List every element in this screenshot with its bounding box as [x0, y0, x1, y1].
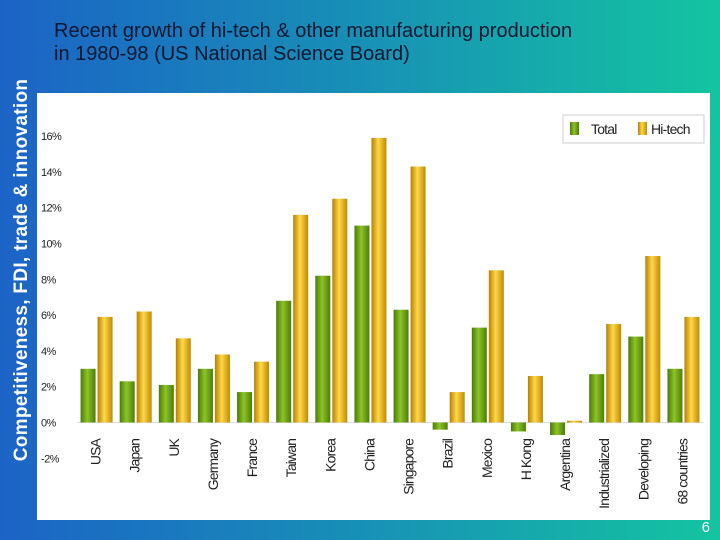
legend-label-hitech: Hi-tech	[651, 121, 690, 137]
bar-total-argentina	[550, 422, 566, 436]
x-category-label: China	[361, 438, 377, 471]
bar-chart: Total Hi-tech 16% 14% 12% 10% 8% 6% 4% 2% 0% -2% U…	[41, 114, 705, 509]
bar-hitech-industrialized	[606, 324, 622, 423]
x-category-label: Developing	[635, 439, 651, 500]
y-tick-label: 0%	[41, 418, 57, 430]
bar-total-industrialized	[589, 374, 605, 423]
bar-hitech-usa	[97, 316, 113, 423]
slide-title-line-2: in 1980-98 (US National Science Board)	[54, 43, 410, 65]
bar-total-mexico	[471, 327, 487, 423]
bar-total-korea	[315, 275, 331, 423]
x-category-label: Argentina	[557, 438, 573, 491]
x-category-label: Mexico	[479, 438, 495, 478]
x-category-label: France	[244, 438, 260, 477]
x-category-label: Germany	[205, 438, 221, 490]
bar-hitech-korea	[332, 198, 348, 423]
x-category-label: Industrialized	[596, 439, 612, 509]
page-number: 6	[701, 519, 710, 536]
legend-box	[562, 114, 705, 144]
bar-total-68-countries	[667, 368, 683, 423]
x-category-label: H Kong	[518, 439, 534, 480]
sidebar-title-text: Competitiveness, FDI, trade & innovation	[11, 78, 32, 462]
y-tick-label: 4%	[41, 346, 57, 358]
x-category-label: Singapore	[401, 438, 417, 495]
y-tick-label: 2%	[41, 382, 57, 394]
bar-hitech-france	[254, 361, 270, 423]
y-tick-label: -2%	[41, 453, 60, 465]
bar-hitech-germany	[214, 354, 230, 423]
bar-hitech-h-kong	[527, 375, 543, 423]
legend-label-total: Total	[591, 121, 617, 137]
y-tick-label: 6%	[41, 310, 57, 322]
chart-panel: Total Hi-tech 16% 14% 12% 10% 8% 6% 4% 2% 0% -2% U…	[37, 93, 710, 520]
bar-total-japan	[119, 381, 135, 423]
bar-total-france	[237, 392, 253, 423]
bar-total-usa	[80, 368, 96, 423]
bar-hitech-brazil	[449, 392, 465, 423]
bar-total-h-kong	[510, 422, 526, 432]
y-tick-label: 12%	[41, 203, 62, 215]
bar-total-taiwan	[276, 300, 292, 423]
y-tick-label: 14%	[41, 167, 62, 179]
x-category-label: 68 countries	[674, 438, 690, 504]
bar-hitech-china	[371, 137, 387, 423]
bar-total-germany	[197, 368, 213, 423]
bar-hitech-argentina	[567, 420, 583, 423]
bar-hitech-uk	[175, 338, 191, 423]
x-category-label: Japan	[127, 439, 143, 473]
bar-total-brazil	[432, 422, 448, 430]
slide-title-line-1: Recent growth of hi-tech & other manufac…	[54, 20, 573, 42]
x-category-label: Korea	[322, 438, 338, 472]
y-tick-label: 10%	[41, 239, 62, 251]
bar-hitech-singapore	[410, 166, 426, 423]
slide-title: Recent growth of hi-tech & other manufac…	[54, 20, 704, 66]
x-category-label: UK	[166, 437, 182, 456]
bar-total-uk	[158, 384, 174, 423]
bar-total-developing	[628, 336, 644, 423]
legend-swatch-hitech	[638, 122, 647, 135]
bar-hitech-japan	[136, 311, 152, 423]
bar-total-singapore	[393, 309, 409, 423]
bar-hitech-mexico	[488, 270, 504, 423]
x-category-label: USA	[88, 437, 104, 465]
bar-hitech-68-countries	[684, 316, 700, 423]
legend-swatch-total	[570, 122, 579, 135]
chart-legend: Total Hi-tech	[562, 114, 705, 144]
y-tick-label: 8%	[41, 274, 57, 286]
bar-hitech-taiwan	[293, 214, 309, 423]
bar-total-china	[354, 225, 370, 423]
y-tick-label: 16%	[41, 131, 62, 143]
x-category-label: Brazil	[440, 438, 456, 468]
x-category-label: Taiwan	[283, 439, 299, 477]
bar-hitech-developing	[645, 256, 661, 423]
